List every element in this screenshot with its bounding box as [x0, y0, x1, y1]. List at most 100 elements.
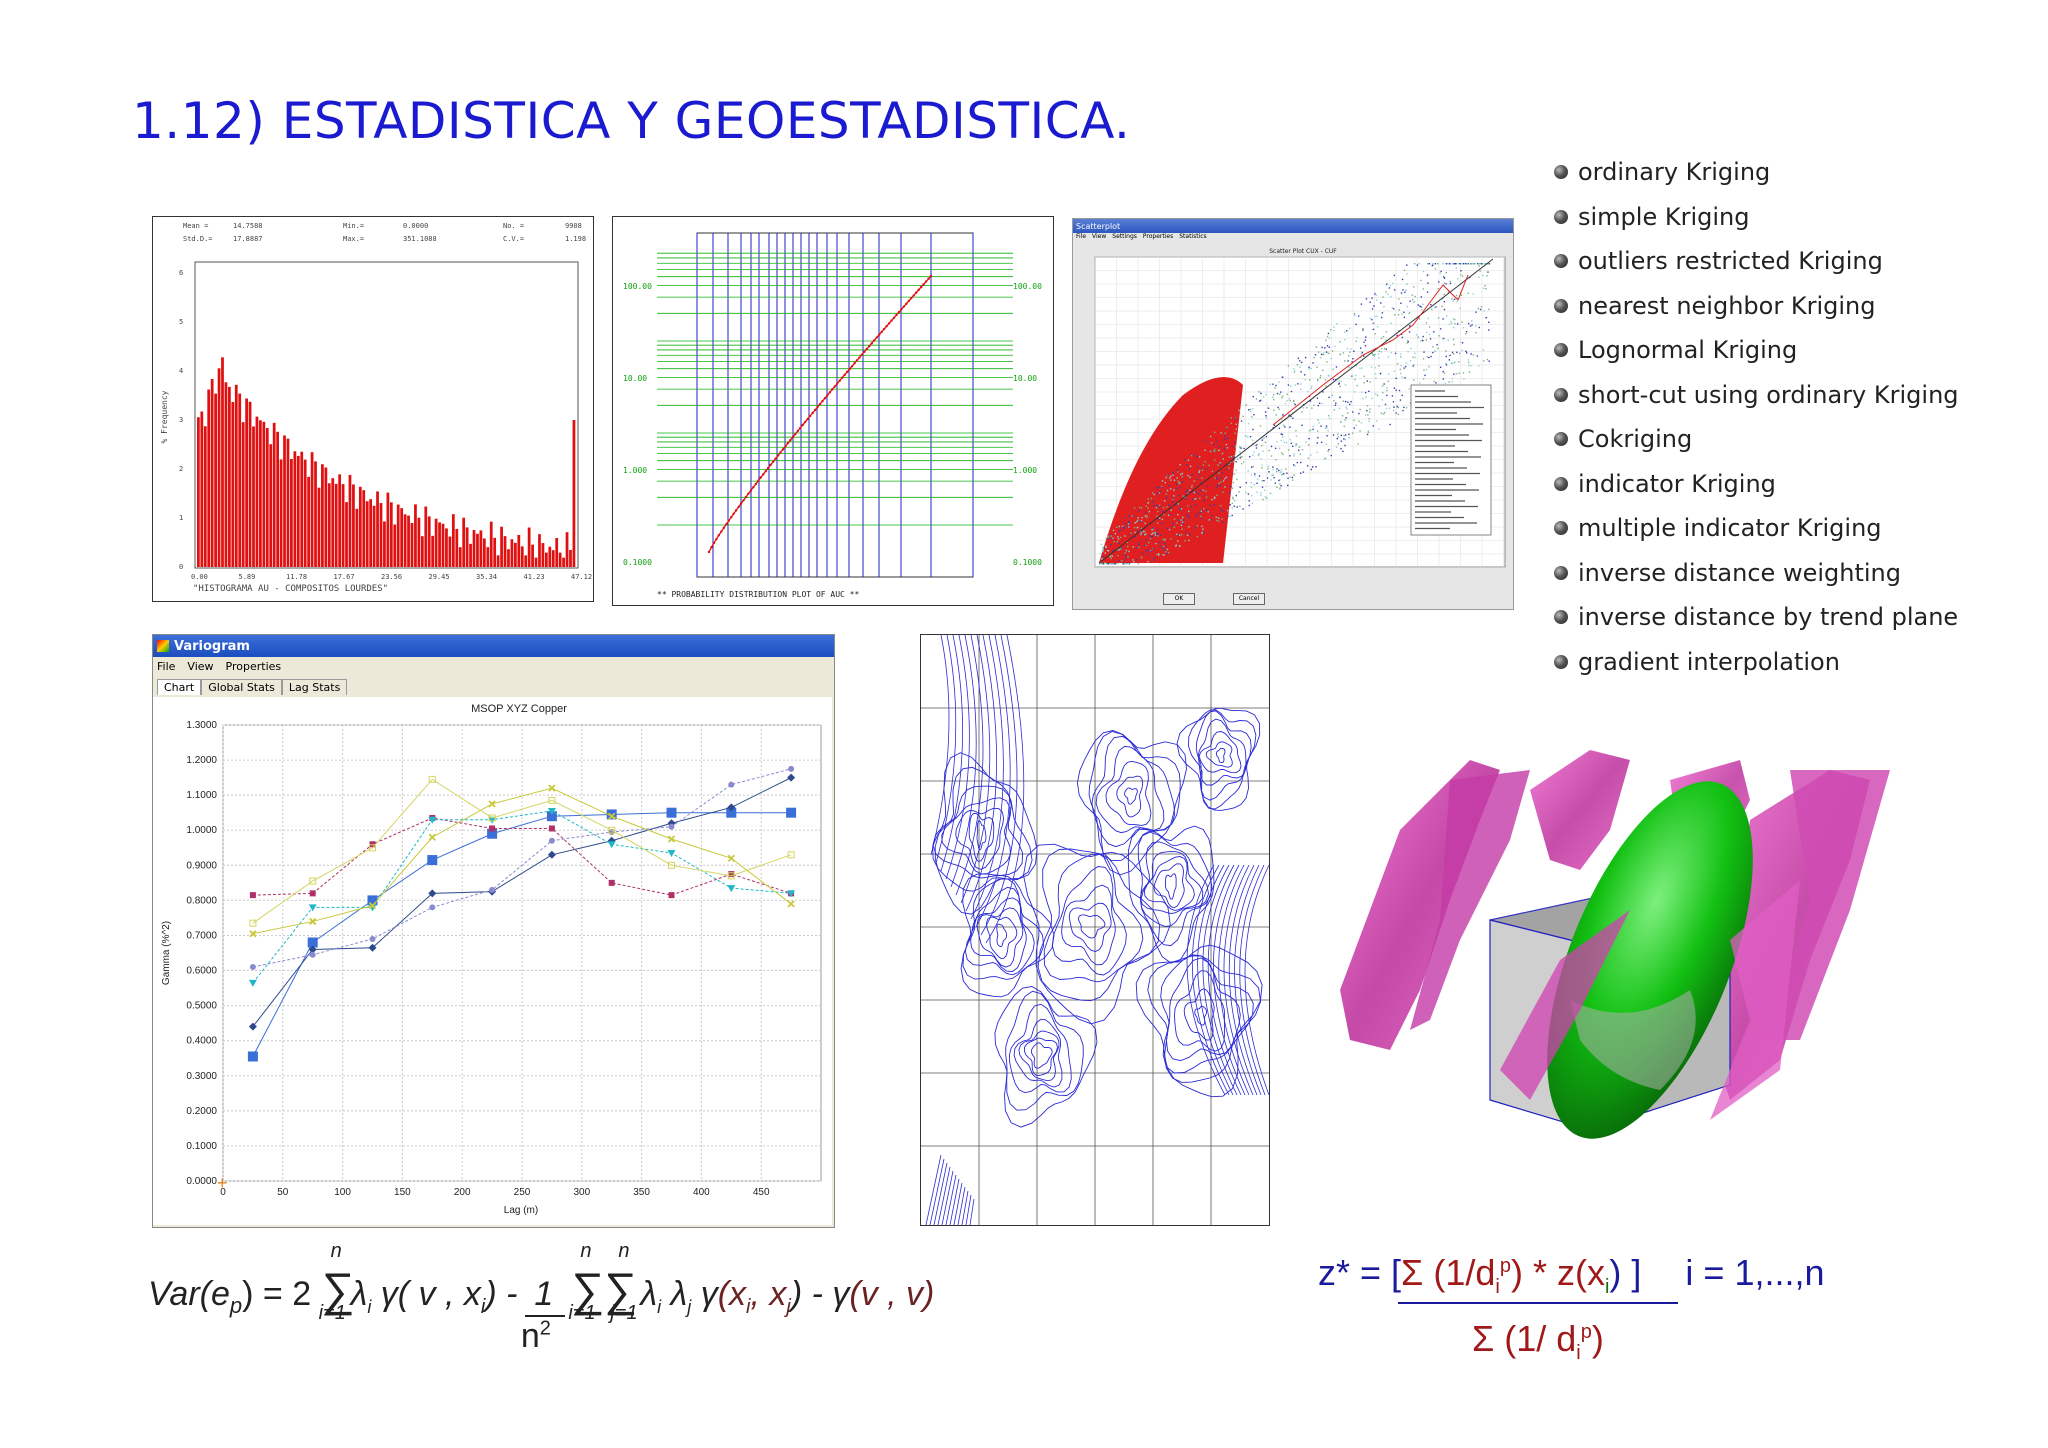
- scatter-point: [1176, 488, 1178, 490]
- scatter-point: [1171, 501, 1174, 504]
- scatter-point: [1211, 470, 1214, 472]
- scatter-point: [1316, 378, 1319, 381]
- vario-y-tick: 0.9000: [186, 860, 217, 871]
- scatter-point: [1359, 367, 1361, 370]
- scatter-point: [1230, 455, 1233, 458]
- kriging-method-item: Cokriging: [1554, 417, 1959, 462]
- scatter-point: [1402, 409, 1404, 412]
- variogram-point: [727, 854, 735, 862]
- scatter-point: [1380, 302, 1382, 304]
- contour-line: [925, 1154, 942, 1226]
- scatter-point: [1293, 455, 1295, 457]
- scatter-point: [1141, 516, 1143, 519]
- scatter-point: [1182, 516, 1184, 519]
- scatter-point: [1210, 519, 1212, 521]
- scatter-point: [1140, 556, 1143, 559]
- hist-x-tick: 41.23: [524, 573, 545, 581]
- scatter-point: [1224, 432, 1227, 434]
- scatter-point: [1137, 516, 1140, 519]
- scatter-point: [1280, 433, 1282, 435]
- scatter-point: [1177, 471, 1179, 473]
- tab-chart[interactable]: Chart: [157, 679, 202, 695]
- variogram-point: [608, 812, 616, 820]
- scatter-menu-statistics[interactable]: Statistics: [1179, 233, 1207, 240]
- scatter-menu-properties[interactable]: Properties: [1142, 233, 1174, 240]
- histogram-bar: [207, 389, 211, 567]
- scatter-point: [1179, 519, 1182, 521]
- scatter-point: [1443, 276, 1445, 278]
- scatter-point: [1178, 482, 1180, 485]
- menu-file[interactable]: File: [157, 659, 176, 673]
- scatter-point: [1114, 532, 1117, 535]
- scatter-point: [1453, 263, 1456, 265]
- kriging-method-item: short-cut using ordinary Kriging: [1554, 373, 1959, 418]
- variogram-chart: MSOP XYZ Copper 0.00000.10000.20000.3000…: [153, 697, 832, 1225]
- scatter-point: [1339, 341, 1341, 343]
- scatter-point: [1323, 458, 1326, 460]
- scatter-point: [1263, 437, 1265, 439]
- scatter-point: [1325, 339, 1327, 341]
- vario-y-tick: 0.6000: [186, 966, 217, 977]
- scatter-point: [1460, 270, 1462, 272]
- scatter-point: [1393, 406, 1395, 408]
- contour-line: [970, 897, 1027, 972]
- scatter-point: [1309, 400, 1312, 402]
- histogram-bars: [197, 357, 576, 567]
- menu-properties[interactable]: Properties: [225, 659, 282, 673]
- contour-line: [957, 1186, 966, 1226]
- scatter-point: [1304, 378, 1307, 381]
- scatter-point: [1372, 328, 1375, 331]
- scatter-point: [1292, 417, 1294, 420]
- vario-y-tick: 0.5000: [186, 1001, 217, 1012]
- scatter-point: [1356, 384, 1358, 387]
- scatter-point: [1439, 328, 1442, 330]
- scatter-point: [1109, 563, 1111, 565]
- scatter-point: [1201, 532, 1203, 535]
- scatter-point: [1213, 504, 1216, 506]
- scatter-ok-button[interactable]: OK: [1163, 593, 1195, 605]
- vario-x-tick: 100: [334, 1187, 351, 1198]
- scatter-point: [1437, 317, 1440, 319]
- histogram-bar: [448, 536, 452, 567]
- scatter-point: [1101, 546, 1104, 548]
- tab-lag-stats[interactable]: Lag Stats: [281, 679, 348, 695]
- histogram-bar: [296, 455, 300, 567]
- scatter-point: [1188, 468, 1191, 471]
- contour-line: [1137, 831, 1213, 947]
- scatter-point: [1178, 494, 1180, 497]
- scatter-point: [1252, 465, 1254, 468]
- scatter-point: [1344, 338, 1346, 341]
- tab-global-stats[interactable]: Global Stats: [201, 679, 282, 695]
- scatter-point: [1409, 300, 1411, 302]
- scatter-point: [1260, 392, 1262, 395]
- scatter-point: [1386, 387, 1388, 389]
- scatter-menu-settings[interactable]: Settings: [1112, 233, 1137, 240]
- scatter-point: [1374, 333, 1377, 335]
- histogram-bar: [238, 393, 242, 567]
- scatter-point: [1291, 476, 1294, 479]
- scatter-cancel-button[interactable]: Cancel: [1233, 593, 1265, 605]
- scatter-point: [1169, 513, 1171, 516]
- histogram-bar: [352, 484, 355, 567]
- scatter-point: [1340, 421, 1342, 423]
- scatter-point: [1335, 402, 1337, 404]
- scatter-point: [1267, 407, 1270, 409]
- scatter-point: [1316, 366, 1318, 368]
- contour-line: [962, 878, 1045, 980]
- scatter-point: [1344, 400, 1347, 403]
- scatter-point: [1111, 563, 1114, 565]
- scatter-menu-view[interactable]: View: [1092, 233, 1107, 240]
- scatter-point: [1300, 388, 1302, 391]
- scatter-point: [1196, 535, 1199, 538]
- scatter-menu-file[interactable]: File: [1076, 233, 1087, 240]
- scatter-point: [1132, 514, 1135, 517]
- scatter-point: [1387, 356, 1389, 358]
- scatter-point: [1201, 509, 1203, 511]
- menu-view[interactable]: View: [187, 659, 214, 673]
- scatter-point: [1133, 507, 1136, 509]
- scatter-point: [1284, 402, 1287, 405]
- f2-den-sup-p: p: [1580, 1321, 1592, 1343]
- scatter-point: [1262, 498, 1264, 501]
- scatter-point: [1281, 452, 1283, 454]
- scatter-point: [1203, 531, 1205, 533]
